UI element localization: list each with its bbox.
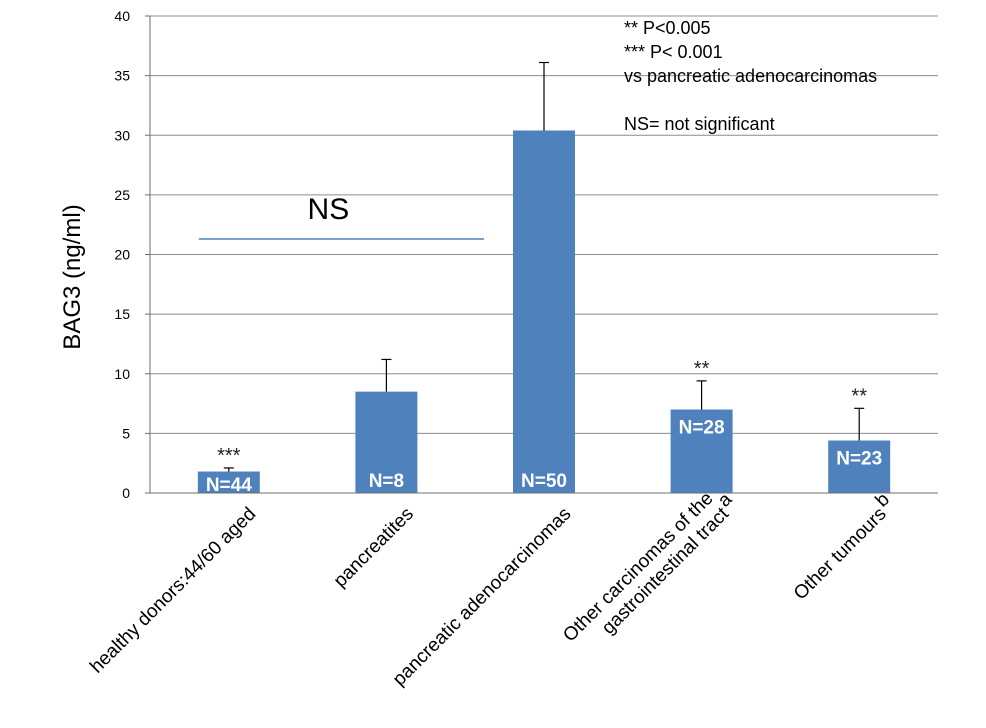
bar: [355, 391, 418, 493]
significance-marker: ***: [217, 445, 241, 467]
ns-bracket-label: NS: [308, 193, 350, 226]
y-tick-label: 35: [114, 68, 130, 84]
y-tick-label: 30: [114, 127, 130, 143]
x-category-line: Other tumours: [790, 504, 891, 605]
legend-line: NS= not significant: [624, 114, 775, 134]
x-category-line: healthy donors:44/60 aged: [86, 504, 260, 678]
y-tick-label: 5: [122, 425, 130, 441]
x-category-label: pancreatites: [330, 504, 418, 592]
legend-line: vs pancreatic adenocarcinomas: [624, 66, 877, 86]
bar: [513, 130, 575, 494]
legend-line: *** P< 0.001: [624, 42, 723, 62]
n-label: N=44: [206, 475, 252, 496]
axes: [145, 15, 938, 494]
legend-line: ** P<0.005: [624, 18, 711, 38]
labels: 0 5 10 15 20 25 30 35 40 N=44 *** healthy donors:44…: [86, 8, 894, 691]
y-tick-label: 10: [114, 366, 130, 382]
bar: [670, 409, 733, 493]
y-axis-label: BAG3 (ng/ml): [59, 204, 86, 349]
x-category-label: healthy donors:44/60 aged: [86, 504, 260, 678]
significance-marker: **: [694, 358, 710, 380]
n-label: N=23: [836, 449, 882, 470]
significance-marker: **: [851, 385, 867, 407]
n-label: N=28: [679, 418, 725, 439]
x-category-line: pancreatic adenocarcinomas: [389, 504, 576, 691]
y-tick-label: 15: [114, 306, 130, 322]
x-category-label: pancreatic adenocarcinomas: [389, 504, 576, 691]
y-tick-label: 25: [114, 187, 130, 203]
x-category-line: Other carcinomas of the: [559, 488, 717, 646]
n-label: N=8: [369, 471, 404, 492]
x-category-line: pancreatites: [330, 504, 418, 592]
bar: [197, 471, 260, 493]
n-label: N=50: [521, 471, 567, 492]
x-category-label: Other carcinomas of thegastrointestinal …: [559, 488, 736, 646]
y-tick-label: 40: [114, 8, 130, 24]
x-category-line: gastrointestinal tract: [598, 503, 734, 639]
bar: [828, 440, 891, 493]
bars: [197, 61, 891, 494]
y-tick-label: 20: [114, 247, 130, 263]
y-tick-label: 0: [122, 485, 130, 501]
